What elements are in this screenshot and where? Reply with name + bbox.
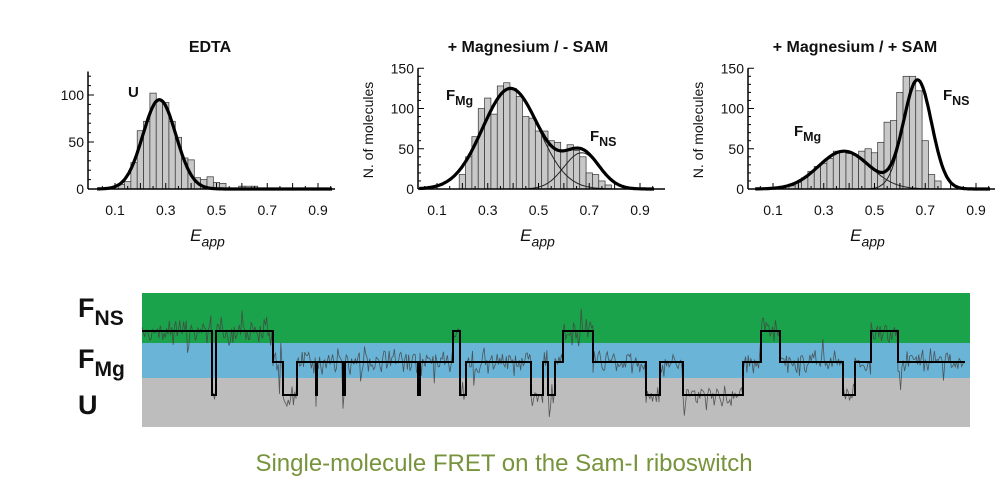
histogram-bar [921,140,929,190]
histogram-bar [522,116,530,190]
x-tick-label: 0.1 [427,202,447,218]
y-tick-label: 100 [391,101,415,117]
y-tick-label: 150 [391,60,415,76]
idealized-state-trace [142,330,965,396]
histogram-bar [851,154,859,190]
y-tick-label: 50 [398,141,414,157]
fit-total-curve [755,78,990,191]
x-tick-label: 0.5 [529,202,549,218]
histogram-bar [902,75,910,190]
y-tick-label: 50 [68,134,84,150]
state-label: FMg [78,344,125,381]
state-band [142,293,970,343]
y-tick-label: 100 [721,101,745,117]
y-tick-label: 100 [61,87,85,103]
histogram-bar [877,141,885,190]
histogram-bar [509,88,517,190]
histogram-bar [864,148,872,190]
x-tick-label: 0.3 [478,202,498,218]
figure-caption: Single-molecule FRET on the Sam-I ribosw… [255,450,753,477]
histogram-bar [915,90,923,190]
x-tick-label: 0.7 [916,202,936,218]
state-label: FNS [78,293,124,330]
chart-title: + Magnesium / - SAM [448,39,608,56]
histogram-bar [528,117,536,190]
chart-title: EDTA [189,39,232,56]
histogram-bar [162,102,170,190]
x-tick-label: 0.7 [580,202,600,218]
peak-label: FMg [446,87,473,108]
x-tick-label: 0.9 [630,202,650,218]
y-tick-label: 0 [76,181,84,197]
x-tick-label: 0.9 [308,202,328,218]
y-tick-label: 150 [721,60,745,76]
histogram-bar [155,99,163,190]
histogram-bar [832,150,840,190]
peak-label: U [128,84,139,101]
histogram-bar [477,108,485,190]
peak-label: FNS [943,87,970,108]
histogram-bar [534,130,543,190]
histogram-bar [503,82,511,190]
fret-trace: FNS FMg U [78,293,970,427]
fit-total-curve [419,86,654,191]
x-tick-label: 0.3 [814,202,834,218]
histogram-bar [579,156,587,190]
histogram-mg-sam: + Magnesium / + SAM N. of molecules 0.1 0… [690,39,995,249]
x-tick-label: 0.5 [207,202,227,218]
histogram-bar [826,158,834,190]
x-axis-label: Eapp [190,226,225,249]
y-tick-label: 50 [728,141,744,157]
histogram-edta: EDTA 0.1 0.3 0.5 0.7 0.9 0 50 100 Eapp U [61,39,335,249]
y-tick-label: 0 [406,181,414,197]
x-tick-label: 0.7 [258,202,278,218]
chart-title: + Magnesium / + SAM [773,39,937,56]
histogram-bar [928,174,936,190]
y-tick-label: 0 [736,181,744,197]
histogram-bar [839,150,847,190]
histogram-mg-no-sam: + Magnesium / - SAM N. of molecules 0.1 0… [360,39,665,249]
x-axis-label: Eapp [520,226,555,249]
histogram-bar [515,96,523,190]
x-tick-label: 0.5 [865,202,885,218]
x-tick-label: 0.3 [156,202,176,218]
y-axis-label: N. of molecules [690,82,706,178]
peak-label: FNS [590,128,617,149]
x-axis-label: Eapp [850,226,885,249]
y-axis-label: N. of molecules [360,82,376,178]
histogram-bar [496,85,504,190]
peak-label: FMg [794,123,821,144]
state-label: U [78,390,98,420]
x-tick-label: 0.1 [105,202,125,218]
x-tick-label: 0.1 [763,202,783,218]
raw-fret-trace [141,308,965,417]
histogram-bar [592,174,600,190]
x-tick-label: 0.9 [966,202,986,218]
histogram-bar [490,113,498,190]
